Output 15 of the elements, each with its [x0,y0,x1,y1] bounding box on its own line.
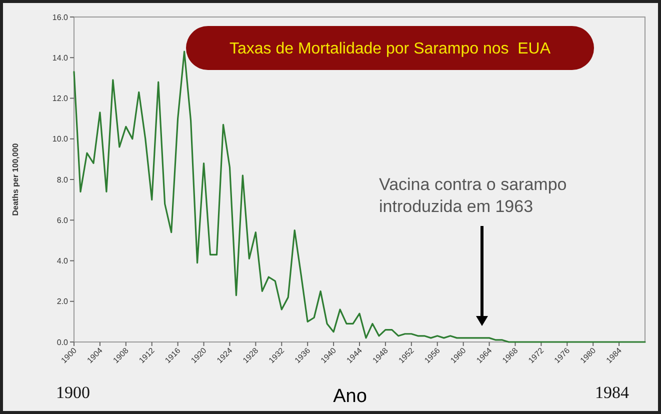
y-tick-label: 16.0 [52,12,69,22]
y-tick-label: 12.0 [52,94,69,104]
text: 1900 [56,383,90,402]
y-tick-label: 6.0 [56,216,69,225]
y-tick-label: 2.0 [56,297,69,306]
x-axis-title: Ano [333,386,367,407]
text: 1984 [595,383,630,402]
y-tick-label: 8.0 [56,175,69,184]
y-tick-label: 0.0 [56,338,69,347]
y-tick-label: 10.0 [52,134,69,144]
y-tick-label: 14.0 [52,53,69,62]
y-tick-label: 4.0 [56,256,69,266]
annotation: Vacina contra o sarampo introduzida em 1963 [379,175,567,216]
text: Taxas de Mortalidade por Sarampo nos EUA [229,40,551,58]
y-axis-title: Deaths per 100,000 [11,142,20,216]
